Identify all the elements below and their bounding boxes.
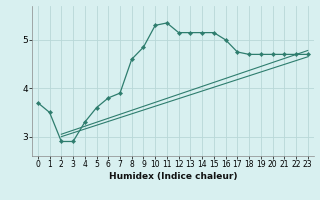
X-axis label: Humidex (Indice chaleur): Humidex (Indice chaleur): [108, 172, 237, 181]
